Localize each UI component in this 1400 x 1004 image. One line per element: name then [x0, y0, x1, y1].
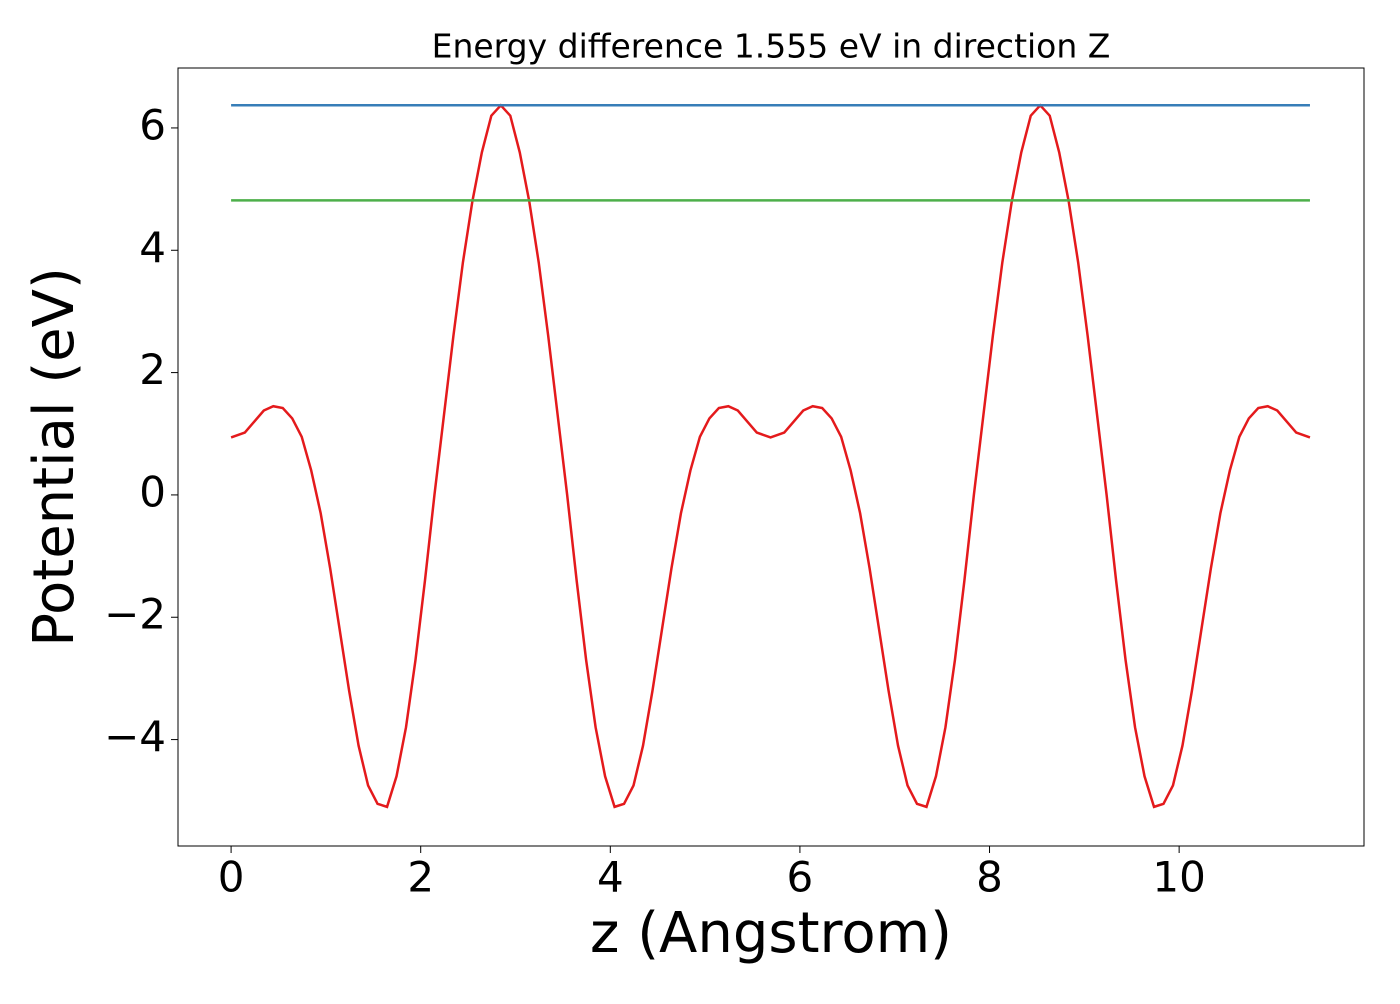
- y-tick-label: −2: [104, 590, 166, 639]
- plot-frame: [177, 67, 1365, 847]
- y-tick-label: −4: [104, 712, 166, 761]
- x-tick-label: 2: [407, 853, 434, 902]
- y-tick-label: 6: [139, 100, 166, 149]
- x-tick-label: 0: [218, 853, 245, 902]
- x-axis-label: z (Angstrom): [590, 901, 952, 966]
- y-tick-label: 2: [139, 345, 166, 394]
- y-axis-label: Potential (eV): [22, 267, 87, 647]
- line: [230, 103, 1311, 809]
- x-tick-label: 10: [1152, 853, 1205, 902]
- y-tick-label: 0: [139, 467, 166, 516]
- x-tick-label: 4: [597, 853, 624, 902]
- y-tick-label: 4: [139, 223, 166, 272]
- chart-title: Energy difference 1.555 eV in direction …: [432, 27, 1111, 66]
- x-tick-label: 6: [787, 853, 814, 902]
- x-tick-label: 8: [976, 853, 1003, 902]
